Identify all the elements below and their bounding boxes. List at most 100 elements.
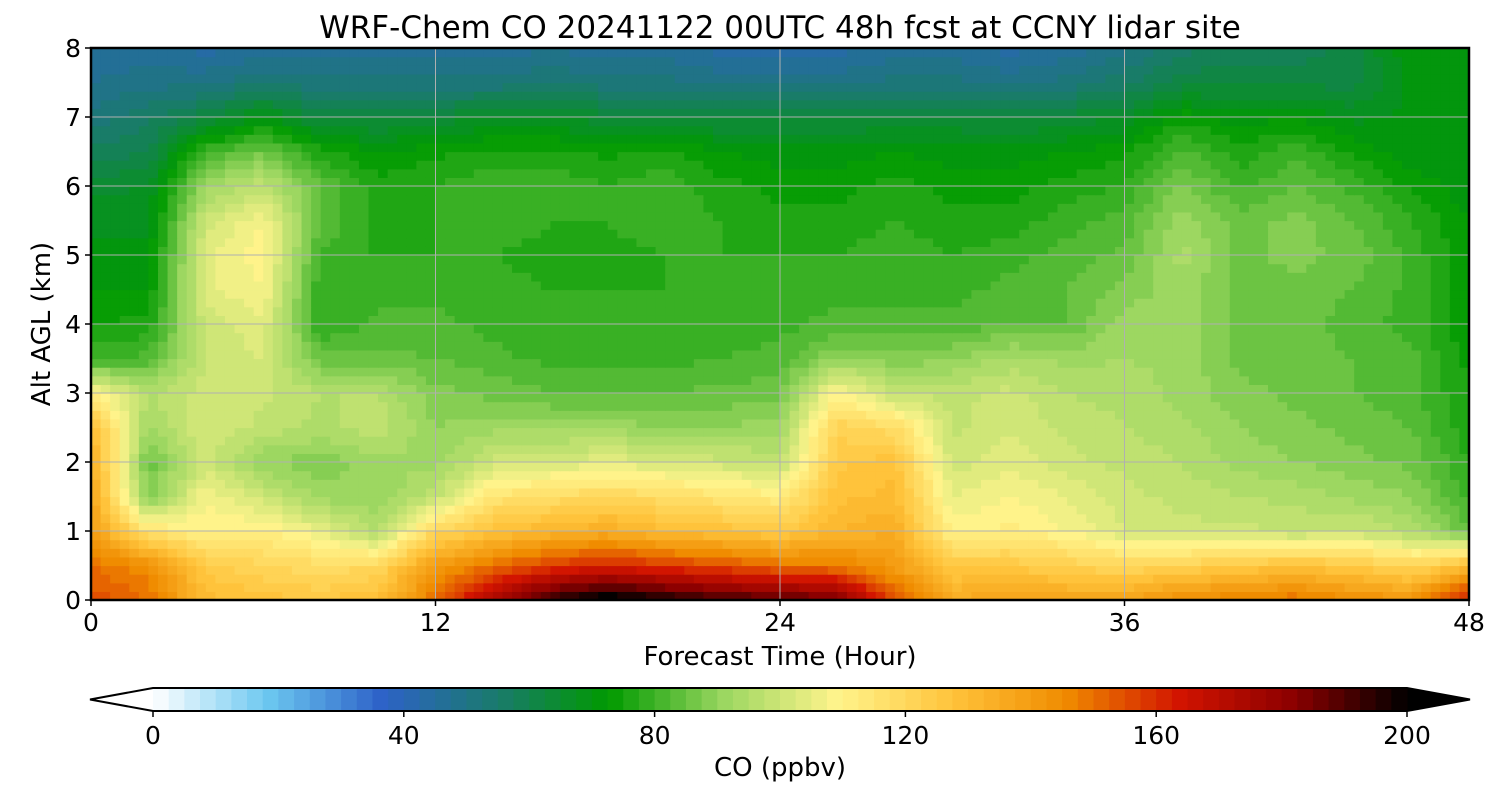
heatmap-cell [540,367,551,377]
heatmap-cell [866,591,877,600]
heatmap-cell [272,306,283,316]
heatmap-cell [224,539,236,549]
heatmap-cell [1229,574,1240,584]
heatmap-cell [378,591,389,600]
heatmap-cell [311,306,322,316]
heatmap-cell [1028,349,1039,360]
heatmap-cell [770,574,781,584]
heatmap-cell [368,341,379,351]
heatmap-cell [1181,367,1193,377]
heatmap-cell [502,358,513,368]
heatmap-cell [129,539,140,549]
heatmap-cell [780,410,791,420]
heatmap-cell [837,306,848,316]
heatmap-cell [722,384,733,394]
heatmap-cell [713,349,724,360]
heatmap-cell [1162,522,1173,532]
heatmap-cell [856,470,867,480]
heatmap-cell [540,315,551,325]
heatmap-cell [598,410,609,420]
heatmap-cell [588,591,599,600]
heatmap-cell [1421,496,1432,506]
heatmap-cell [1430,324,1441,334]
heatmap-cell [234,496,245,506]
heatmap-cell [129,367,140,377]
heatmap-cell [598,341,609,351]
heatmap-cell [1239,315,1250,325]
heatmap-cell [789,298,800,308]
heatmap-cell [445,462,456,472]
heatmap-cell [942,556,953,567]
heatmap-cell [674,418,685,429]
heatmap-cell [588,306,599,316]
heatmap-cell [751,427,762,437]
heatmap-cell [531,505,542,515]
heatmap-cell [693,341,705,351]
heatmap-cell [703,565,714,575]
heatmap-cell [780,315,791,325]
heatmap-cell [1335,531,1346,541]
heatmap-cell [617,332,628,342]
heatmap-cell [693,436,705,446]
heatmap-cell [799,393,810,403]
heatmap-cell [320,539,331,549]
heatmap-cell [1421,522,1432,532]
heatmap-cell [473,556,484,567]
heatmap-cell [425,341,437,351]
heatmap-cell [1325,358,1336,368]
heatmap-cell [751,470,762,480]
heatmap-cell [579,436,590,446]
heatmap-cell [531,315,542,325]
heatmap-cell [550,341,561,351]
heatmap-cell [713,324,724,334]
heatmap-cell [320,479,331,489]
heatmap-cell [1287,324,1298,334]
heatmap-cell [148,548,159,558]
heatmap-cell [215,556,226,567]
heatmap-cell [923,401,934,411]
heatmap-cell [598,565,609,575]
heatmap-cell [1105,332,1116,342]
heatmap-cell [1210,324,1221,334]
heatmap-cell [827,427,839,437]
heatmap-cell [1229,582,1240,592]
heatmap-cell [311,556,322,567]
heatmap-cell [646,462,657,472]
heatmap-cell [1392,384,1403,394]
heatmap-cell [186,306,197,316]
heatmap-cell [579,513,590,523]
heatmap-cell [655,341,666,351]
heatmap-cell [990,505,1001,515]
heatmap-cell [579,556,590,567]
heatmap-cell [789,548,800,558]
heatmap-cell [445,444,456,454]
heatmap-cell [990,462,1001,472]
heatmap-cell [579,324,590,334]
heatmap-cell [875,470,886,480]
heatmap-cell [1086,418,1097,429]
heatmap-cell [435,496,446,506]
heatmap-cell [1335,375,1346,385]
heatmap-cell [837,470,848,480]
heatmap-cell [91,574,102,584]
heatmap-cell [913,410,925,420]
heatmap-cell [904,324,915,334]
heatmap-cell [378,298,389,308]
heatmap-cell [311,531,322,541]
heatmap-cell [263,565,274,575]
heatmap-cell [186,418,197,429]
heatmap-cell [445,349,456,360]
heatmap-cell [789,367,800,377]
heatmap-cell [1382,410,1394,420]
heatmap-cell [626,324,638,334]
heatmap-cell [1392,427,1403,437]
heatmap-cell [540,522,551,532]
heatmap-cell [512,367,523,377]
heatmap-cell [119,462,130,472]
heatmap-cell [234,358,245,368]
heatmap-cell [368,436,379,446]
heatmap-cell [837,349,848,360]
heatmap-cell [1172,315,1183,325]
heatmap-cell [1459,401,1469,411]
heatmap-cell [1363,324,1374,334]
